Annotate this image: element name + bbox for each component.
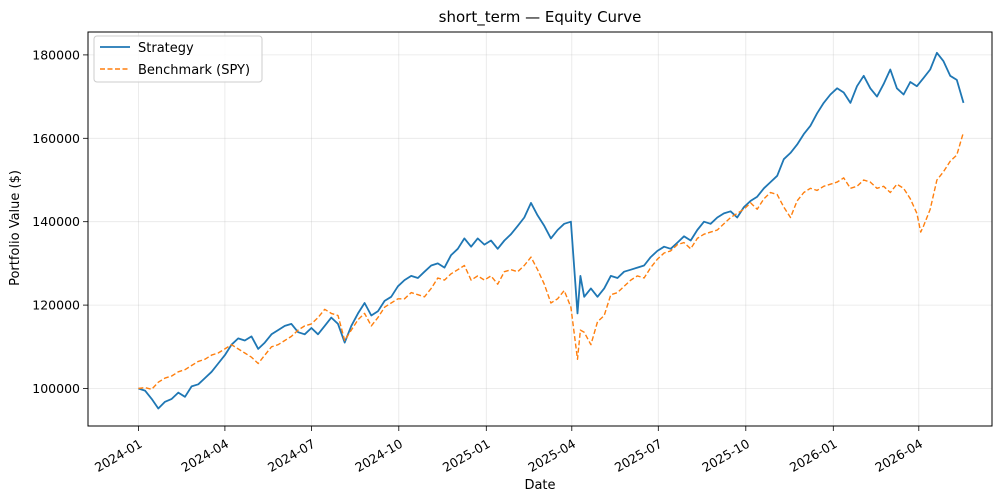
strategy-line [138,51,965,410]
y-tick-label: 120000 [32,298,80,313]
y-tick-label: 180000 [32,47,80,62]
x-tick-label: 2025-04 [525,436,578,475]
axis-ticks: 2024-01 2024-04 2024-07 2024-10 2025-01 2025-… [32,47,925,475]
grid [88,32,992,426]
legend-label-benchmark: Benchmark (SPY) [138,63,250,78]
benchmark-line [138,131,965,390]
y-axis-label: Portfolio Value ($) [8,170,23,286]
x-tick-label: 2024-07 [265,436,318,475]
plot-frame [87,31,993,427]
legend-box [93,35,263,83]
y-tick-label: 100000 [32,381,80,396]
series-lines [138,51,965,410]
x-tick-label: 2024-10 [352,436,405,475]
y-tick-label: 140000 [32,214,80,229]
x-tick-label: 2025-01 [440,436,493,475]
x-tick-label: 2025-10 [699,436,752,475]
x-tick-label: 2024-04 [178,436,231,475]
x-tick-label: 2026-04 [872,436,925,475]
y-tick-label: 160000 [32,131,80,146]
legend-label-strategy: Strategy [138,41,194,56]
x-axis-label: Date [524,478,555,493]
x-tick-label: 2025-07 [612,436,665,475]
legend: Strategy Benchmark (SPY) [93,35,263,83]
x-tick-label: 2024-01 [92,436,145,475]
chart-title: short_term — Equity Curve [439,8,642,27]
x-tick-label: 2026-01 [787,436,840,475]
